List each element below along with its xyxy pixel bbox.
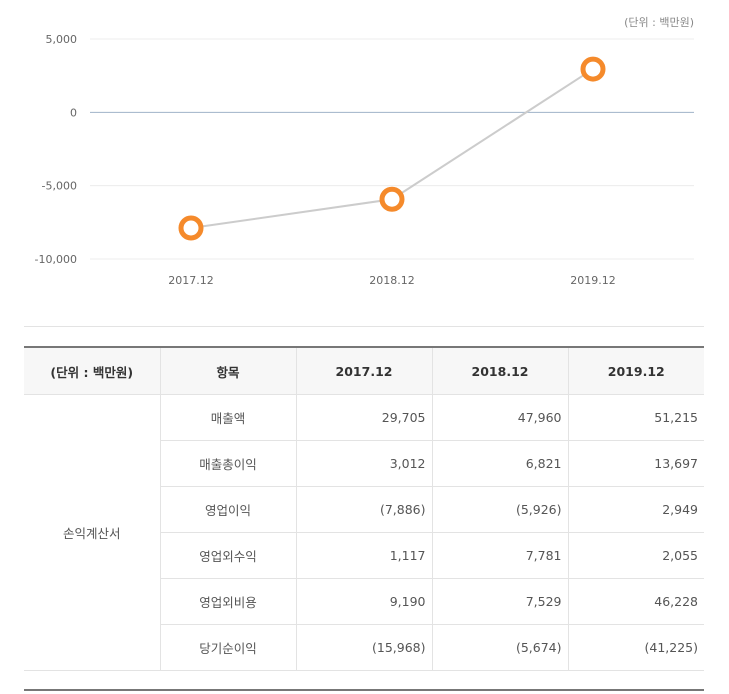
table-row: 영업외비용 9,190 7,529 46,228	[24, 578, 704, 625]
row-value: 6,821	[431, 440, 568, 487]
header-2019: 2019.12	[567, 346, 704, 395]
row-item: 영업외비용	[159, 578, 296, 625]
x-tick-label: 2019.12	[570, 274, 616, 287]
header-2018: 2018.12	[431, 346, 568, 395]
chart-unit-label: (단위 : 백만원)	[624, 16, 694, 29]
row-value: (5,926)	[431, 486, 568, 533]
row-item: 매출액	[159, 394, 296, 441]
row-value: 13,697	[567, 440, 704, 487]
header-unit: (단위 : 백만원)	[24, 346, 160, 395]
y-tick-label: -5,000	[42, 180, 77, 193]
row-value: 2,055	[567, 532, 704, 579]
row-value: 2,949	[567, 486, 704, 533]
header-item: 항목	[159, 346, 296, 395]
data-point	[178, 215, 204, 241]
group-label: 손익계산서	[24, 394, 160, 671]
data-point	[580, 56, 606, 82]
section-divider	[24, 326, 704, 327]
y-tick-label: 0	[70, 106, 77, 119]
table-row: 손익계산서 매출액 29,705 47,960 51,215	[24, 394, 704, 671]
x-tick-label: 2017.12	[168, 274, 214, 287]
row-item: 영업이익	[159, 486, 296, 533]
row-value: 47,960	[431, 394, 568, 441]
row-value: 29,705	[295, 394, 432, 441]
row-value: 9,190	[295, 578, 432, 625]
row-value: 1,117	[295, 532, 432, 579]
header-2017: 2017.12	[295, 346, 432, 395]
line-chart: 5,000 0 -5,000 -10,000 2017.12 2018.12 2019.12	[35, 33, 694, 287]
data-point	[379, 186, 405, 212]
row-value: 3,012	[295, 440, 432, 487]
table-header-row: (단위 : 백만원) 항목 2017.12 2018.12 2019.12	[24, 346, 704, 395]
table-row: 영업외수익 1,117 7,781 2,055	[24, 532, 704, 579]
row-value: (7,886)	[295, 486, 432, 533]
row-item: 영업외수익	[159, 532, 296, 579]
table-bottom-border	[24, 689, 704, 691]
row-item: 당기순이익	[159, 624, 296, 671]
table-row: 영업이익 (7,886) (5,926) 2,949	[24, 486, 704, 533]
y-tick-label: -10,000	[35, 253, 77, 266]
row-value: (5,674)	[431, 624, 568, 671]
x-tick-label: 2018.12	[369, 274, 415, 287]
row-value: 51,215	[567, 394, 704, 441]
table-row: 매출총이익 3,012 6,821 13,697	[24, 440, 704, 487]
row-value: (15,968)	[295, 624, 432, 671]
row-value: 7,529	[431, 578, 568, 625]
row-value: 7,781	[431, 532, 568, 579]
y-tick-label: 5,000	[46, 33, 78, 46]
row-value: (41,225)	[567, 624, 704, 671]
table-row: 당기순이익 (15,968) (5,674) (41,225)	[24, 624, 704, 671]
row-value: 46,228	[567, 578, 704, 625]
financial-table: (단위 : 백만원) 항목 2017.12 2018.12 2019.12 손익…	[24, 346, 704, 671]
row-item: 매출총이익	[159, 440, 296, 487]
